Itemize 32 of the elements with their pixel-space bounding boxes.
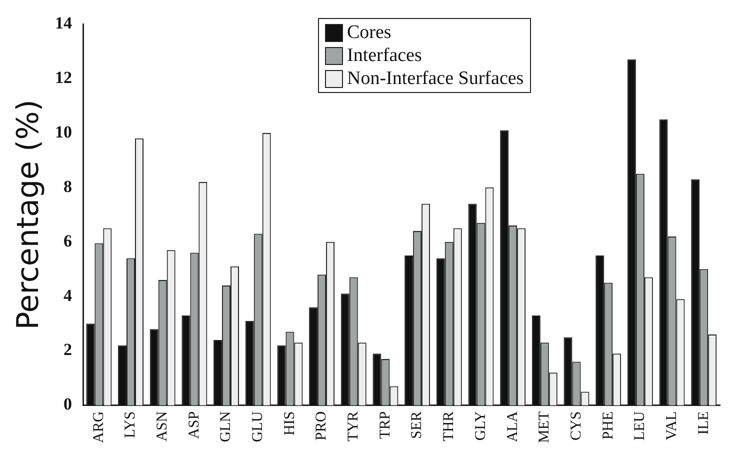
x-tick-label: LYS <box>122 411 139 438</box>
x-tick-label: TYR <box>346 411 362 442</box>
legend-label: Non-Interface Surfaces <box>347 67 524 90</box>
x-tick-label: GLN <box>218 411 234 442</box>
x-tick-label: ILE <box>696 411 712 435</box>
x-tick-label: ARG <box>90 411 107 443</box>
x-tick-label: PRO <box>314 411 330 441</box>
legend-label: Cores <box>347 21 392 44</box>
x-tick-label: GLY <box>472 411 489 441</box>
y-axis-title: Percentage (%) <box>10 100 46 330</box>
x-tick-label: ALA <box>504 411 521 442</box>
x-tick-label: VAL <box>664 411 680 440</box>
y-tick-label: 4 <box>64 286 72 305</box>
x-tick-label: TRP <box>377 411 394 439</box>
legend-label: Interfaces <box>347 44 422 67</box>
x-tick-label: CYS <box>568 411 584 441</box>
y-tick-label: 2 <box>64 340 72 360</box>
x-tick-label: GLU <box>250 411 266 442</box>
y-tick-label: 6 <box>64 231 72 250</box>
x-tick-label: SER <box>409 411 426 439</box>
x-tick-label: MET <box>536 411 553 443</box>
y-tick-label: 14 <box>55 13 72 32</box>
x-tick-label: ASP <box>186 411 202 439</box>
y-tick-label: 0 <box>64 394 72 414</box>
y-tick-label: 10 <box>55 122 72 142</box>
x-tick-label: PHE <box>600 411 616 440</box>
x-tick-label: HIS <box>282 411 298 436</box>
x-tick-label: THR <box>441 411 458 442</box>
y-tick-label: 8 <box>64 176 72 196</box>
x-tick-label: ASN <box>154 411 171 442</box>
x-tick-label: LEU <box>632 411 648 440</box>
y-tick-label: 12 <box>55 68 72 87</box>
